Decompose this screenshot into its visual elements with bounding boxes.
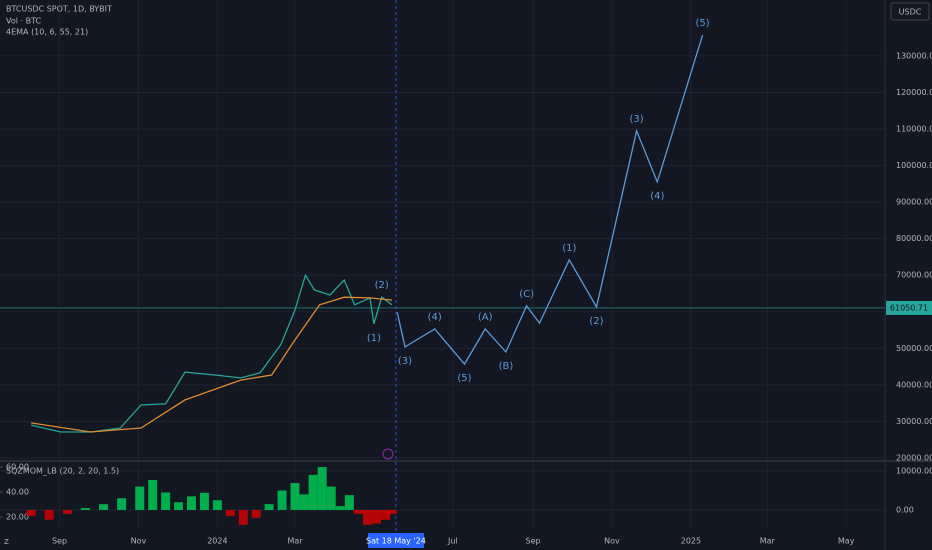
scale-icon[interactable]: Z bbox=[4, 538, 9, 546]
y-tick-label: 60.00 bbox=[6, 463, 29, 472]
wave-label: (4) bbox=[650, 191, 664, 202]
x-tick-label: May bbox=[838, 537, 855, 546]
x-tick-label: 2024 bbox=[207, 537, 227, 546]
chart-title: BTCUSDC SPOT, 1D, BYBIT bbox=[6, 5, 112, 14]
y-tick-label: 30000.00 bbox=[896, 417, 932, 426]
last-price-label: 61050.71 bbox=[890, 303, 928, 312]
y-tick-label: 80000.00 bbox=[896, 234, 932, 243]
momentum-bar bbox=[372, 509, 382, 524]
momentum-bar bbox=[225, 509, 235, 516]
last-price-box bbox=[886, 300, 932, 315]
momentum-bar bbox=[277, 490, 287, 510]
momentum-bar bbox=[161, 492, 171, 510]
indicator-label: Vol · BTC bbox=[6, 17, 42, 26]
y-tick-label: 130000.00 bbox=[896, 51, 932, 60]
momentum-bar bbox=[99, 504, 109, 510]
momentum-bar bbox=[344, 495, 354, 510]
momentum-bar bbox=[362, 509, 372, 525]
momentum-bar bbox=[387, 509, 397, 514]
y2-tick-label: 0.00 bbox=[896, 505, 914, 514]
momentum-bar bbox=[199, 492, 209, 510]
currency-box[interactable] bbox=[890, 2, 930, 21]
momentum-bar bbox=[264, 504, 274, 510]
currency-label[interactable]: USDC bbox=[899, 8, 922, 17]
y-tick-label: 20000.00 bbox=[896, 453, 932, 462]
momentum-bar bbox=[381, 509, 391, 520]
momentum-bar bbox=[317, 467, 327, 510]
indicator-label: 4EMA (10, 6, 55, 21) bbox=[6, 28, 88, 37]
y-tick-label: 40.00 bbox=[6, 488, 29, 497]
y-tick-label: 100000.00 bbox=[896, 161, 932, 170]
momentum-bar bbox=[335, 506, 345, 510]
event-icon[interactable] bbox=[382, 448, 394, 460]
series-line bbox=[31, 296, 393, 433]
y-tick-label: 50000.00 bbox=[896, 344, 932, 353]
momentum-bar bbox=[186, 496, 196, 510]
wave-label: (A) bbox=[478, 312, 493, 323]
wave-label: (5) bbox=[695, 18, 709, 29]
y-tick-label: 110000.00 bbox=[896, 125, 932, 134]
momentum-bar bbox=[174, 502, 184, 510]
momentum-bar bbox=[44, 509, 54, 520]
crosshair-box bbox=[367, 533, 424, 548]
momentum-bar bbox=[117, 498, 127, 510]
y-tick-label: 70000.00 bbox=[896, 271, 932, 280]
wave-label: (5) bbox=[457, 373, 471, 384]
x-tick-label: Nov bbox=[604, 537, 620, 546]
y-tick-label: 20.00 bbox=[6, 513, 29, 522]
momentum-bar bbox=[290, 483, 300, 510]
y2-tick-label: 10000.00 bbox=[896, 466, 932, 475]
wave-label: (1) bbox=[562, 243, 576, 254]
momentum-bar bbox=[326, 486, 336, 510]
y-tick-label: 120000.00 bbox=[896, 88, 932, 97]
momentum-bar bbox=[353, 509, 363, 514]
x-tick-label: Jul bbox=[447, 537, 458, 546]
grid bbox=[0, 0, 885, 530]
y-tick-label: 40000.00 bbox=[896, 380, 932, 389]
x-tick-label: Sep bbox=[52, 537, 67, 546]
momentum-bar bbox=[251, 509, 261, 518]
x-tick-label: Mar bbox=[760, 537, 776, 546]
momentum-bar bbox=[62, 509, 72, 514]
series-line bbox=[30, 273, 393, 433]
x-tick-label: Sep bbox=[526, 537, 541, 546]
momentum-bar bbox=[212, 500, 222, 510]
momentum-bar bbox=[80, 508, 90, 510]
crosshair-label: Sat 18 May '24 bbox=[366, 537, 426, 546]
wave-label: (2) bbox=[375, 280, 389, 291]
momentum-bar bbox=[308, 474, 318, 510]
momentum-bar bbox=[299, 494, 309, 510]
wave-label: (3) bbox=[629, 114, 643, 125]
wave-label: (1) bbox=[367, 333, 381, 344]
wave-label: (2) bbox=[589, 316, 603, 327]
momentum-bar bbox=[148, 479, 158, 510]
wave-label: (C) bbox=[519, 289, 534, 300]
momentum-bar bbox=[26, 509, 36, 516]
momentum-title: SQZMOM_LB (20, 2, 20, 1.5) bbox=[6, 467, 119, 476]
x-tick-label: 2025 bbox=[681, 537, 701, 546]
wave-label: (3) bbox=[398, 356, 412, 367]
momentum-bar bbox=[238, 509, 248, 525]
x-tick-label: Nov bbox=[131, 537, 147, 546]
series-line bbox=[396, 34, 704, 366]
y-tick-label: 90000.00 bbox=[896, 198, 932, 207]
wave-label: (B) bbox=[499, 361, 514, 372]
x-tick-label: Mar bbox=[287, 537, 303, 546]
wave-label: (4) bbox=[428, 312, 442, 323]
momentum-bar bbox=[135, 486, 145, 510]
